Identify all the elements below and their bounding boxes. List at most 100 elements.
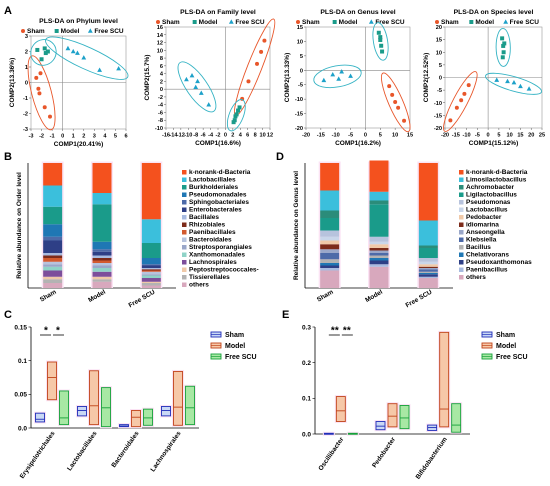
bar-genus-bar-segment bbox=[418, 245, 438, 248]
bar-order-bar-segment bbox=[92, 249, 112, 252]
pls-family-xtick-label: -12 bbox=[177, 133, 185, 139]
bar-order-legend-label: Xanthomonadales bbox=[189, 252, 245, 259]
pls-family-legend-marker bbox=[192, 20, 197, 24]
bar-genus-bar-segment bbox=[418, 269, 438, 272]
box-genus-legend-label: Free SCU bbox=[496, 354, 528, 361]
bar-genus-legend-label: Pedobacter bbox=[466, 214, 502, 221]
bar-order-bar-segment bbox=[92, 251, 112, 256]
bar-genus-category-label: Model bbox=[364, 289, 384, 305]
pls-genus-ylabel: COMP2(13.33%) bbox=[284, 53, 291, 103]
bar-genus-category-label: Free SCU bbox=[404, 289, 433, 310]
pls-family-point bbox=[237, 105, 242, 110]
bar-genus-legend-label: k-norank-d-Bacteria bbox=[466, 169, 528, 176]
bar-genus-bar-segment bbox=[418, 278, 438, 288]
box-genus-sig-mark: ** bbox=[331, 326, 339, 337]
bar-genus-legend-label: Klebsiella bbox=[466, 237, 497, 244]
pls-family-ytick-label: -10 bbox=[155, 126, 163, 132]
bar-genus-bar-segment bbox=[418, 163, 438, 221]
bar-genus-ylabel: Relative abundance on Genus level bbox=[293, 171, 300, 280]
pls-species-xtick-label: -5 bbox=[475, 133, 480, 139]
bar-genus-bar-segment bbox=[418, 273, 438, 275]
pls-phylum-ytick-label: -1 bbox=[23, 96, 28, 102]
bar-order-bar-segment bbox=[43, 236, 63, 241]
box-genus-legend-label: Sham bbox=[496, 332, 515, 339]
bar-order-category-label: Sham bbox=[39, 289, 58, 304]
bar-order-bar-segment bbox=[141, 265, 161, 268]
box-order-box bbox=[185, 385, 195, 426]
pls-species-xtick-label: 0 bbox=[487, 133, 490, 139]
pls-family-ytick-label: 2 bbox=[160, 79, 163, 85]
pls-phylum-point bbox=[75, 50, 80, 55]
pls-family-xtick-label: -4 bbox=[208, 133, 214, 139]
pls-phylum-ytick-label: 1 bbox=[25, 65, 28, 71]
bar-genus-bar-segment bbox=[320, 218, 340, 231]
bar-order-bar-segment bbox=[141, 163, 161, 220]
pls-species-point bbox=[502, 41, 507, 46]
pls-family-confidence-ellipse bbox=[226, 99, 246, 132]
pls-phylum-point bbox=[37, 91, 42, 96]
pls-family-ytick-label: 6 bbox=[160, 64, 163, 70]
bar-genus-bar-segment bbox=[369, 200, 389, 205]
box-genus-box bbox=[335, 396, 346, 422]
bar-genus-category-label: Sham bbox=[316, 289, 335, 304]
pls-family-xtick-label: 6 bbox=[246, 133, 249, 139]
pls-species-ytick-label: 20 bbox=[436, 25, 442, 31]
pls-phylum-chart: PLS-DA on Phylum level Sham Model Free SCU -… bbox=[9, 18, 129, 148]
pls-phylum-xtick-label: -3 bbox=[29, 134, 34, 140]
bar-order-bar-segment bbox=[43, 185, 63, 207]
pls-species-point bbox=[454, 105, 459, 110]
pls-species-point bbox=[501, 43, 506, 48]
pls-genus-point bbox=[339, 69, 345, 74]
bar-genus-bar-segment bbox=[320, 259, 340, 263]
bar-order-bar-segment bbox=[43, 279, 63, 283]
bar-genus-bar-segment bbox=[418, 266, 438, 268]
pls-phylum-point bbox=[97, 67, 103, 72]
bar-genus-legend-swatch bbox=[459, 260, 464, 265]
bar-genus-legend-swatch bbox=[459, 275, 464, 280]
bar-genus-bar-segment bbox=[320, 236, 340, 241]
bar-order-legend-swatch bbox=[182, 177, 187, 182]
pls-genus-confidence-ellipse bbox=[372, 22, 389, 61]
pls-family-ytick-label: 16 bbox=[157, 25, 163, 31]
pls-family-point bbox=[184, 76, 189, 82]
bar-order-bar-segment bbox=[141, 278, 161, 282]
box-order-chart: 0.0 0.05 0.1 0.15 Erysipelotrichales Lactobac… bbox=[14, 324, 256, 480]
bar-order-legend-swatch bbox=[182, 185, 187, 190]
box-genus-ytick-label: 0.2 bbox=[302, 360, 311, 367]
pls-species-ytick-label: -20 bbox=[434, 126, 442, 132]
pls-family-ytick-label: 14 bbox=[157, 33, 164, 39]
pls-species-ytick-label: 10 bbox=[436, 50, 442, 56]
bar-order-bar-segment bbox=[141, 219, 161, 243]
bar-order-bar-segment bbox=[43, 240, 63, 253]
pls-genus-point bbox=[378, 37, 383, 42]
box-genus-legend-label: Model bbox=[496, 343, 516, 350]
bar-order-legend-label: Peptostreptococcales- bbox=[189, 267, 259, 274]
pls-family-ylabel: COMP2(15.7%) bbox=[144, 55, 151, 101]
pls-phylum-confidence-ellipse bbox=[30, 39, 57, 66]
bar-genus-bar-segment bbox=[320, 210, 340, 218]
bar-order-legend-swatch bbox=[182, 215, 187, 220]
pls-family-point bbox=[206, 102, 212, 107]
pls-phylum-xtick-label: 1 bbox=[72, 134, 75, 140]
bar-genus-bar-segment bbox=[418, 258, 438, 262]
bar-genus-legend-swatch bbox=[459, 215, 464, 220]
box-genus-box bbox=[387, 403, 398, 428]
box-order-ytick-label: 0.0 bbox=[18, 425, 27, 432]
pls-phylum-xlabel: COMP1(20.41%) bbox=[54, 141, 104, 148]
pls-family-point bbox=[236, 108, 241, 113]
pls-phylum-ytick-label: 0 bbox=[25, 81, 28, 87]
bar-order-legend-label: Enterobacterales bbox=[189, 207, 242, 214]
box-genus-box bbox=[451, 403, 462, 433]
bar-genus-legend-label: Pseudoxanthomonas bbox=[466, 259, 532, 266]
pls-phylum-confidence-ellipse bbox=[27, 55, 56, 131]
pls-genus-point bbox=[402, 118, 407, 123]
bar-genus-bar-segment bbox=[320, 240, 340, 245]
bar-order-legend-swatch bbox=[182, 260, 187, 265]
pls-genus-point bbox=[390, 92, 395, 97]
pls-family-xtick-label: -14 bbox=[169, 133, 178, 139]
pls-genus-legend-label: Sham bbox=[302, 19, 320, 26]
bar-genus-bar-segment bbox=[320, 265, 340, 268]
bar-genus-bar-segment bbox=[369, 255, 389, 258]
bar-genus-legend-label: Limosilactobacillus bbox=[466, 177, 527, 184]
